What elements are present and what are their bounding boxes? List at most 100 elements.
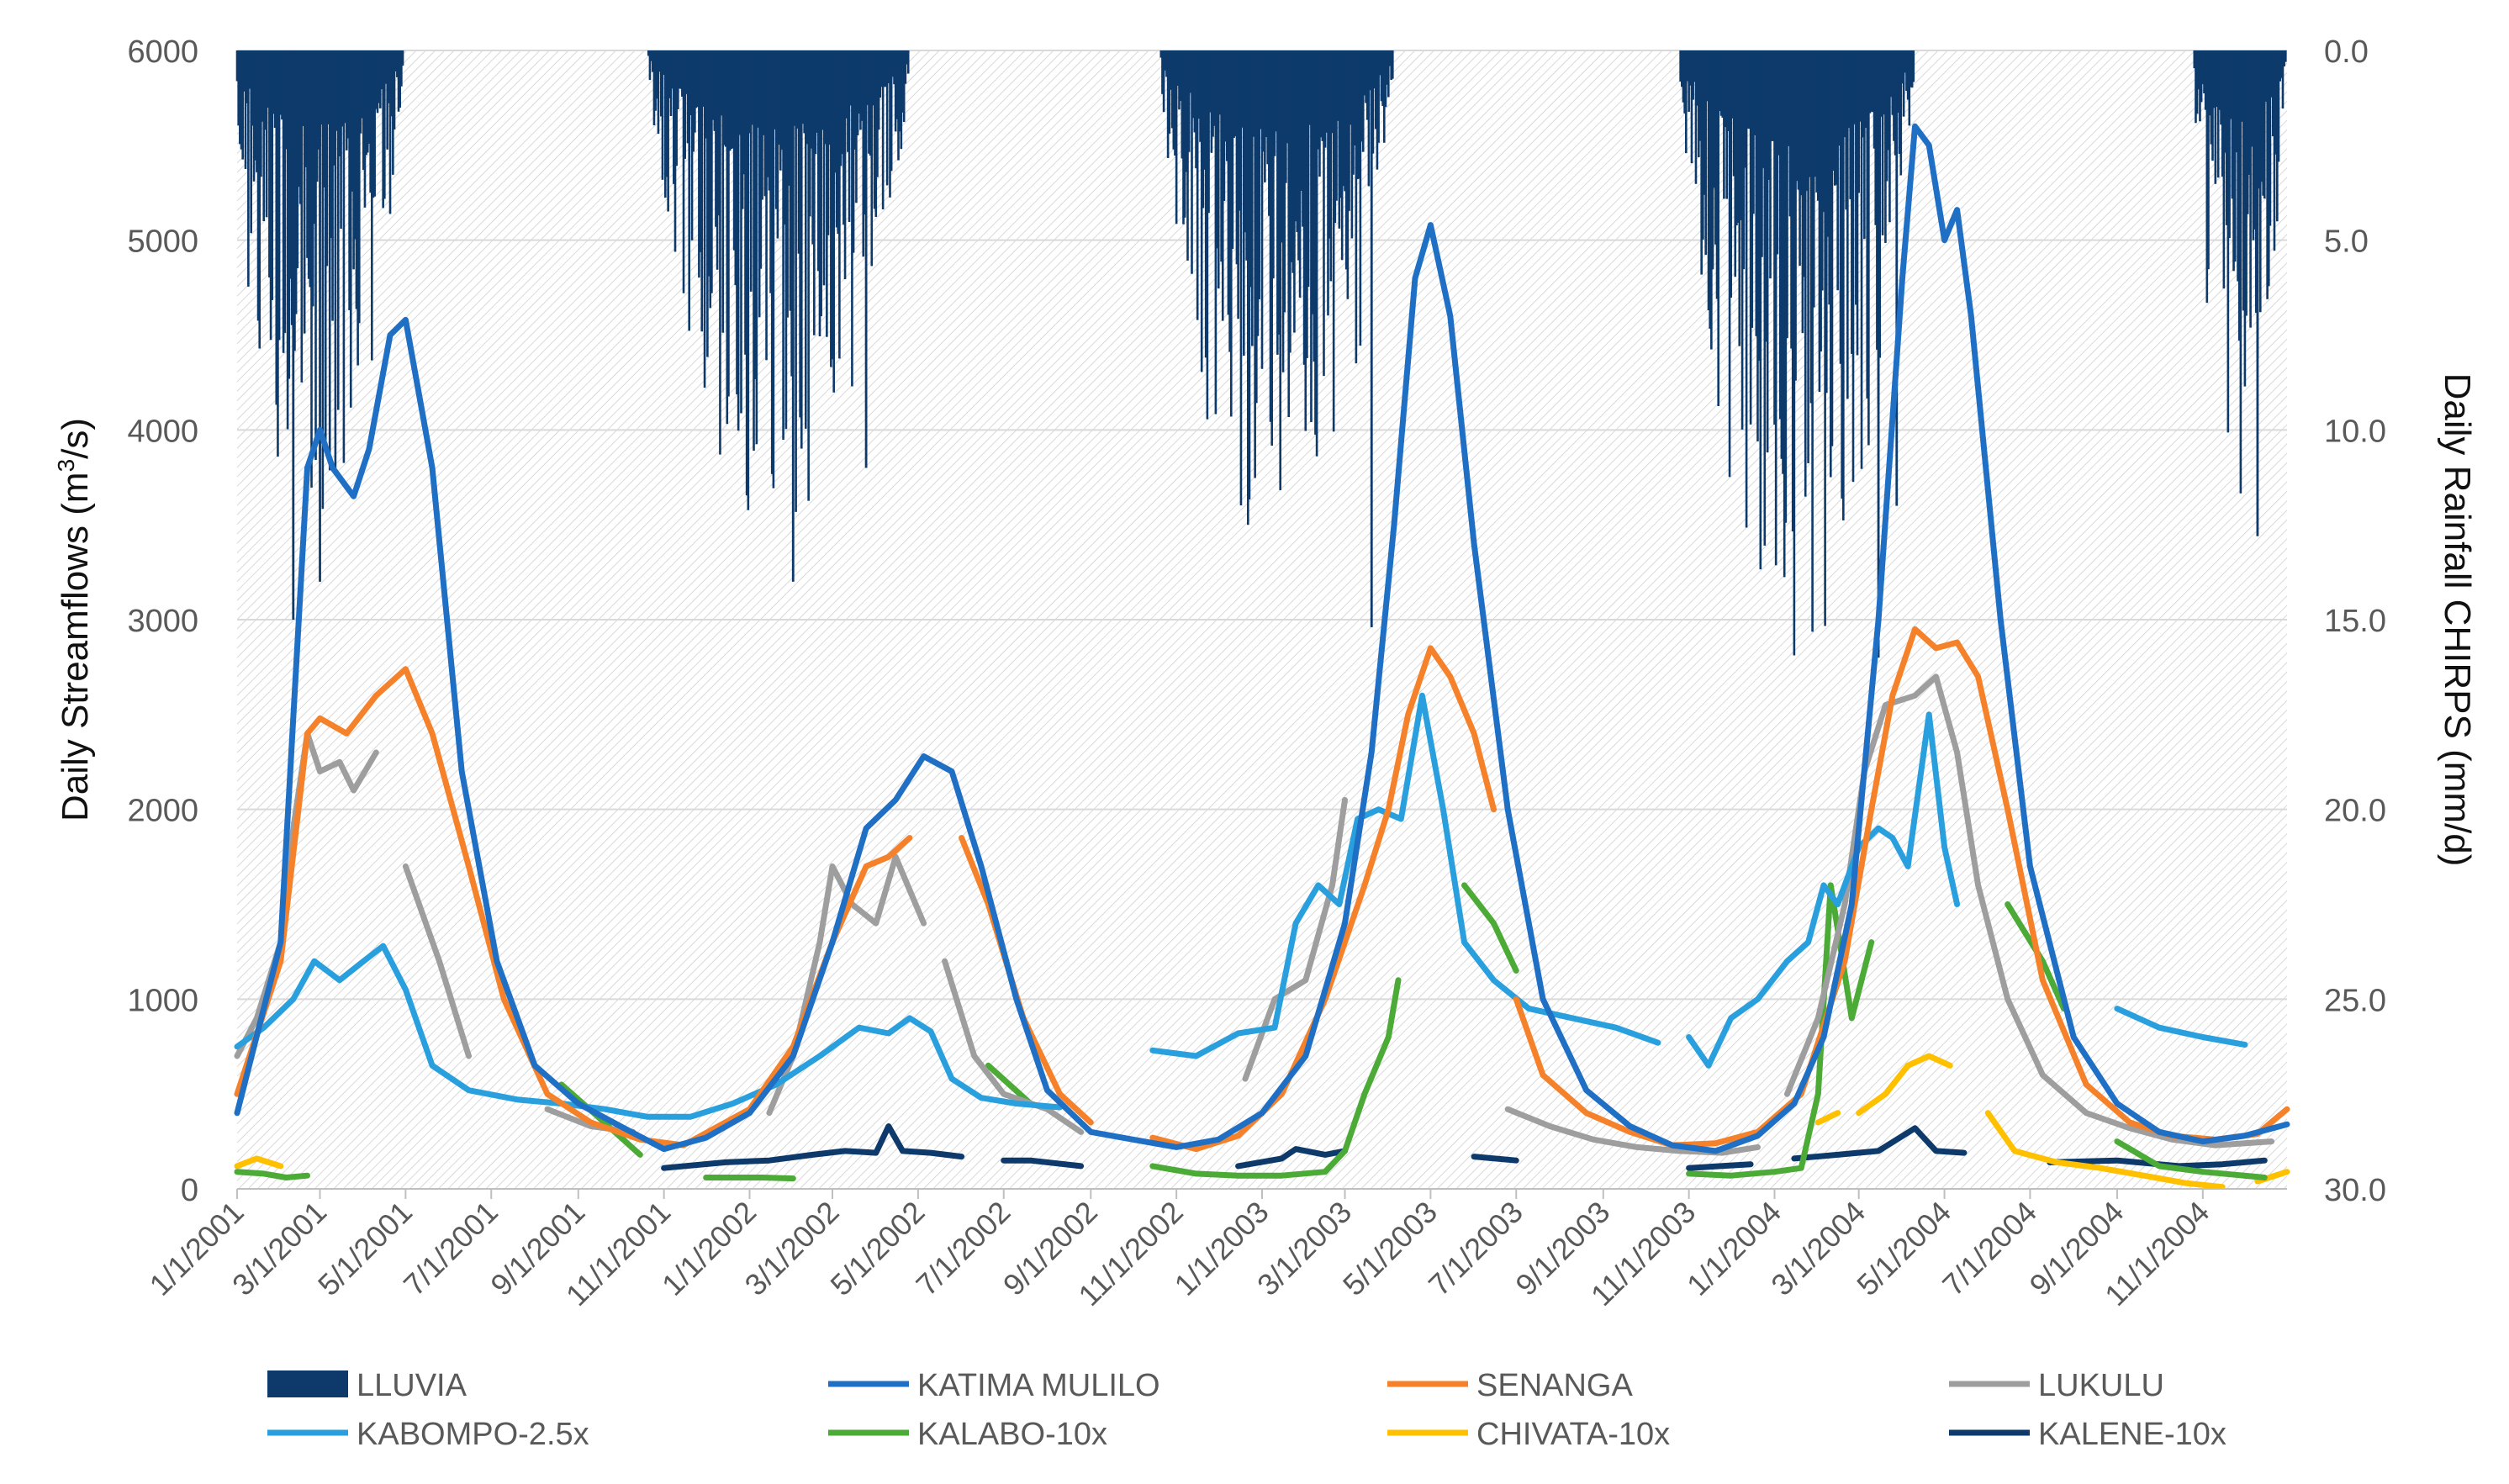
rainfall-bar — [1237, 50, 1239, 320]
rainfall-bar — [2285, 50, 2287, 62]
rainfall-bar — [2228, 50, 2231, 239]
legend-item: KALENE-10x — [1949, 1417, 2226, 1452]
series-line-segment — [942, 958, 1085, 1135]
rainfall-bar — [724, 50, 727, 147]
rainfall-bar — [709, 50, 712, 309]
rainfall-bar — [1369, 50, 1371, 91]
rainfall-bar — [1884, 50, 1887, 243]
rainfall-bar — [1885, 50, 1888, 182]
rainfall-bar — [1224, 50, 1227, 142]
rainfall-bar — [1298, 50, 1302, 298]
rainfall-bar — [769, 50, 772, 293]
rainfall-bar — [838, 50, 841, 359]
rainfall-bar — [2193, 50, 2196, 69]
rainfall-bar — [839, 50, 842, 166]
rainfall-bar — [1248, 50, 1251, 500]
rainfall-bar — [1867, 50, 1870, 446]
rainfall-bar — [235, 50, 239, 82]
rainfall-bar — [1348, 50, 1350, 211]
rainfall-bar — [399, 50, 402, 108]
rainfall-bar — [1776, 50, 1779, 255]
rainfall-bar — [379, 50, 382, 108]
rainfall-bar — [1390, 50, 1392, 81]
rainfall-bar — [1805, 50, 1809, 191]
y-axis-label-main: Daily Streamflows (m — [55, 472, 96, 821]
rainfall-bar — [1784, 50, 1788, 523]
series-line-segment — [1001, 1157, 1085, 1170]
rainfall-bar — [1380, 50, 1383, 102]
rainfall-bar — [1847, 50, 1851, 129]
rainfall-bar — [1203, 50, 1206, 170]
rainfall-bar-peak — [1877, 50, 1880, 658]
rainfall-bar — [698, 50, 700, 278]
rainfall-bar — [1738, 50, 1741, 346]
rainfall-bar — [1863, 50, 1866, 240]
rainfall-bar — [862, 50, 865, 257]
rainfall-bar — [323, 50, 325, 187]
rainfall-bar — [826, 50, 828, 337]
rainfall-bar — [394, 50, 397, 71]
rainfall-bar-peak — [292, 50, 295, 620]
rainfall-bar — [730, 50, 733, 150]
rainfall-bar — [2241, 50, 2243, 122]
rainfall-bar — [1367, 50, 1371, 187]
rainfall-bar — [1233, 50, 1235, 138]
x-tick-label: 5/1/2001 — [311, 1195, 419, 1302]
rainfall-bar — [1318, 50, 1321, 177]
rainfall-bar — [1857, 50, 1860, 193]
rainfall-bar — [338, 50, 341, 156]
rainfall-bar — [696, 50, 700, 107]
y2-tick-label: 0.0 — [2324, 34, 2369, 70]
rainfall-bar-peak — [2256, 50, 2259, 536]
rainfall-bar — [821, 50, 824, 130]
y-tick-label: 4000 — [127, 414, 198, 449]
rainfall-bar — [699, 50, 702, 252]
rainfall-bar — [684, 50, 686, 159]
rainfall-bar — [1799, 50, 1803, 196]
rainfall-bar — [744, 50, 747, 355]
rainfall-bar — [2195, 50, 2197, 124]
rainfall-bar — [351, 50, 354, 192]
rainfall-bar — [1689, 50, 1692, 86]
rainfall-bar — [1291, 50, 1295, 273]
rainfall-bar — [1851, 50, 1853, 354]
rainfall-bar — [1872, 50, 1874, 113]
rainfall-bar — [1762, 50, 1765, 168]
rainfall-bar — [1735, 50, 1738, 226]
rainfall-bar — [663, 50, 665, 76]
rainfall-bar — [1166, 50, 1170, 158]
y2-tick-label: 25.0 — [2324, 983, 2386, 1018]
legend-swatch — [267, 1370, 348, 1397]
x-tick-label: 7/1/2002 — [909, 1195, 1017, 1302]
rainfall-bar — [1355, 50, 1358, 364]
legend-item: KALABO-10x — [828, 1417, 1107, 1452]
rainfall-bar — [1193, 50, 1196, 133]
rainfall-bar — [269, 50, 272, 341]
y2-tick-label: 10.0 — [2324, 414, 2386, 449]
rainfall-bar — [703, 50, 706, 388]
rainfall-bar — [790, 50, 793, 377]
rainfall-bar — [1799, 50, 1801, 267]
rainfall-bar — [2211, 50, 2214, 161]
rainfall-bar — [1264, 50, 1266, 182]
legend-label: SENANGA — [1476, 1368, 1633, 1403]
rainfall-bar — [1728, 50, 1731, 478]
rainfall-bar — [388, 50, 392, 214]
rainfall-bar-peak — [1895, 50, 1899, 506]
rainfall-bar — [1690, 50, 1693, 164]
rainfall-bar — [797, 50, 800, 254]
rainfall-bar — [2283, 50, 2285, 66]
rainfall-bar — [327, 50, 330, 124]
rainfall-bar — [1880, 50, 1883, 117]
rainfall-bar — [834, 50, 837, 173]
rainfall-bar — [1285, 50, 1287, 183]
rainfall-bar — [397, 50, 400, 112]
y-tick-label: 0 — [181, 1173, 198, 1208]
rainfall-bar — [661, 50, 664, 180]
rainfall-bar — [1719, 50, 1721, 112]
rainfall-bar — [1693, 50, 1696, 82]
rainfall-bar — [841, 50, 844, 155]
rainfall-bar — [296, 50, 299, 268]
rainfall-bar — [1751, 50, 1754, 328]
rainfall-bar — [1256, 50, 1260, 336]
